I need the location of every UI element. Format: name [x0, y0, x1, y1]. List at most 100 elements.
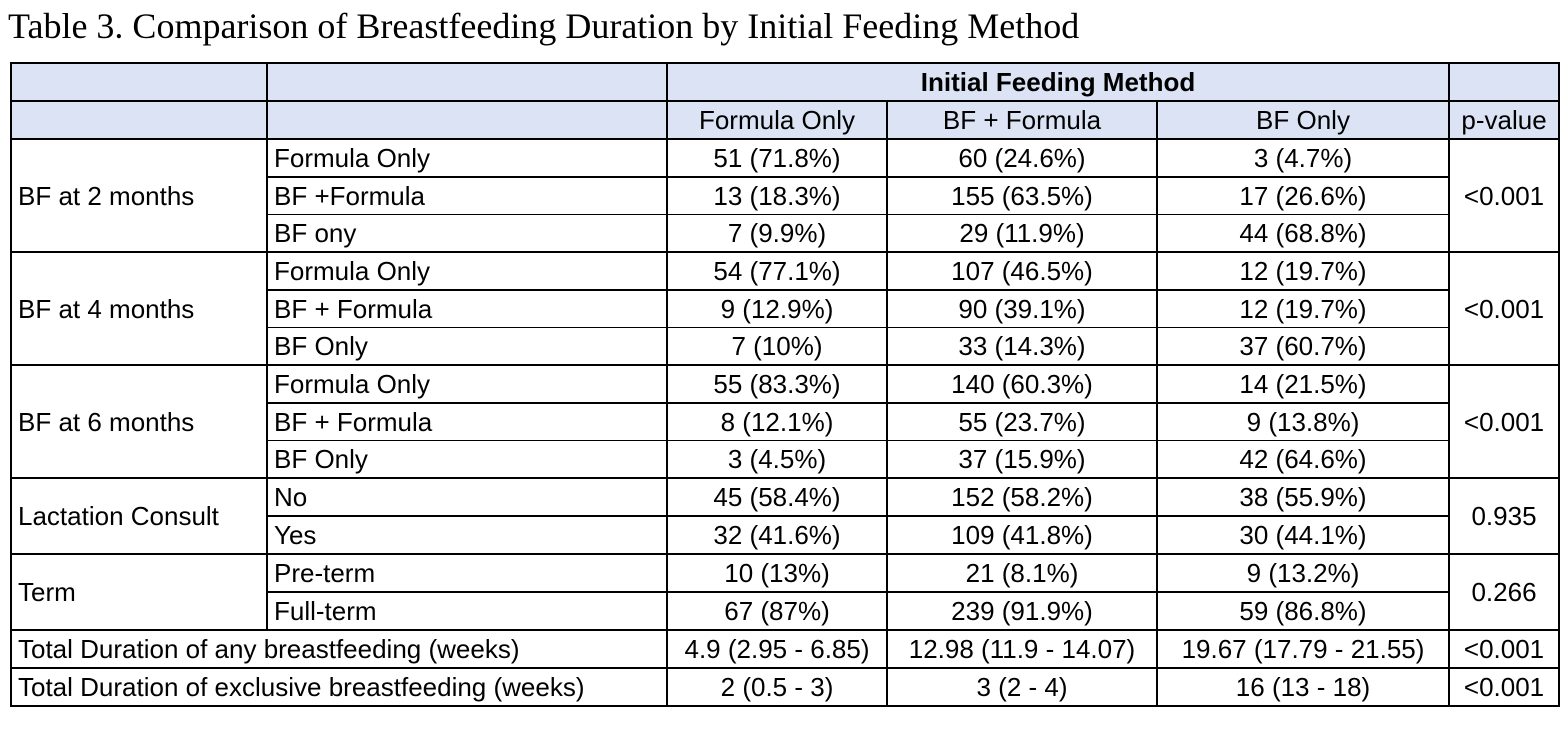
comparison-table: Initial Feeding Method Formula Only BF +… — [10, 62, 1561, 707]
table-container: Initial Feeding Method Formula Only BF +… — [10, 62, 1561, 707]
p-value-cell: <0.001 — [1448, 364, 1561, 479]
column-header-formula-only: Formula Only — [666, 100, 888, 140]
data-cell: 17 (26.6%) — [1155, 176, 1451, 215]
table-row: BF + Formula 8 (12.1%) 55 (23.7%) 9 (13.8%) — [11, 402, 1559, 441]
data-cell: 21 (8.1%) — [886, 553, 1158, 593]
data-cell: 12.98 (11.9 - 14.07) — [886, 629, 1158, 669]
column-header-bf-formula: BF + Formula — [886, 100, 1158, 140]
data-cell: 44 (68.8%) — [1155, 214, 1451, 253]
data-cell: 59 (86.8%) — [1155, 591, 1451, 631]
p-value-cell: <0.001 — [1448, 667, 1561, 707]
data-cell: 10 (13%) — [666, 553, 888, 593]
data-cell: 109 (41.8%) — [886, 515, 1158, 555]
row-subcategory: BF Only — [266, 440, 668, 479]
header-blank-cell — [266, 100, 668, 140]
row-subcategory: Pre-term — [266, 553, 668, 593]
data-cell: 14 (21.5%) — [1155, 364, 1451, 404]
table-row: BF Only 7 (10%) 33 (14.3%) 37 (60.7%) — [11, 327, 1559, 366]
data-cell: 38 (55.9%) — [1155, 477, 1451, 517]
data-cell: 12 (19.7%) — [1155, 289, 1451, 328]
table-caption: Table 3. Comparison of Breastfeeding Dur… — [8, 6, 1080, 46]
row-group-label: Lactation Consult — [10, 477, 268, 555]
data-cell: 42 (64.6%) — [1155, 440, 1451, 479]
row-subcategory: BF + Formula — [266, 289, 668, 328]
header-blank-cell — [10, 62, 268, 102]
p-value-cell: <0.001 — [1448, 629, 1561, 669]
table-row: Yes 32 (41.6%) 109 (41.8%) 30 (44.1%) — [11, 515, 1559, 555]
row-subcategory: BF +Formula — [266, 176, 668, 215]
column-header-p-value: p-value — [1448, 100, 1561, 140]
data-cell: 3 (4.5%) — [666, 440, 888, 479]
data-cell: 3 (2 - 4) — [886, 667, 1158, 707]
data-cell: 51 (71.8%) — [666, 138, 888, 178]
data-cell: 239 (91.9%) — [886, 591, 1158, 631]
row-subcategory: BF + Formula — [266, 402, 668, 441]
data-cell: 29 (11.9%) — [886, 214, 1158, 253]
data-cell: 152 (58.2%) — [886, 477, 1158, 517]
data-cell: 12 (19.7%) — [1155, 251, 1451, 291]
group-header: Initial Feeding Method — [665, 62, 1451, 102]
row-subcategory: No — [266, 477, 668, 517]
row-subcategory: BF Only — [266, 327, 668, 366]
row-subcategory: Full-term — [266, 591, 668, 631]
data-cell: 140 (60.3%) — [886, 364, 1158, 404]
row-subcategory: BF ony — [266, 214, 668, 253]
data-cell: 33 (14.3%) — [886, 327, 1158, 366]
table-row: BF Only 3 (4.5%) 37 (15.9%) 42 (64.6%) — [11, 440, 1559, 479]
data-cell: 155 (63.5%) — [886, 176, 1158, 215]
data-cell: 32 (41.6%) — [666, 515, 888, 555]
total-row: Total Duration of any breastfeeding (wee… — [10, 629, 1561, 669]
data-cell: 7 (9.9%) — [666, 214, 888, 253]
table-row: BF at 6 months Formula Only 55 (83.3%) 140 … — [10, 364, 1561, 479]
data-cell: 9 (13.8%) — [1155, 402, 1451, 441]
header-blank-cell — [1448, 62, 1561, 102]
p-value-cell: 0.266 — [1448, 553, 1561, 631]
row-subcategory: Formula Only — [266, 138, 668, 178]
row-subcategory: Formula Only — [266, 251, 668, 291]
total-label: Total Duration of exclusive breastfeedin… — [10, 667, 668, 707]
data-cell: 37 (15.9%) — [886, 440, 1158, 479]
data-cell: 3 (4.7%) — [1155, 138, 1451, 178]
data-cell: 4.9 (2.95 - 6.85) — [666, 629, 888, 669]
data-cell: 13 (18.3%) — [666, 176, 888, 215]
header-row-1: Initial Feeding Method — [10, 62, 1561, 102]
table-body: Initial Feeding Method Formula Only BF +… — [10, 62, 1561, 707]
row-group-label: BF at 4 months — [10, 251, 268, 366]
table-row: Lactation Consult No 45 (58.4%) 152 (58.2%)… — [10, 477, 1561, 555]
header-row-2: Formula Only BF + Formula BF Only p-valu… — [10, 100, 1561, 140]
data-cell: 90 (39.1%) — [886, 289, 1158, 328]
data-cell: 7 (10%) — [666, 327, 888, 366]
data-cell: 55 (23.7%) — [886, 402, 1158, 441]
data-cell: 30 (44.1%) — [1155, 515, 1451, 555]
header-blank-cell — [10, 100, 268, 140]
table-row: BF + Formula 9 (12.9%) 90 (39.1%) 12 (19.7%… — [11, 289, 1559, 328]
data-cell: 8 (12.1%) — [666, 402, 888, 441]
data-cell: 60 (24.6%) — [886, 138, 1158, 178]
data-cell: 9 (13.2%) — [1155, 553, 1451, 593]
data-cell: 37 (60.7%) — [1155, 327, 1451, 366]
column-header-bf-only: BF Only — [1155, 100, 1451, 140]
data-cell: 67 (87%) — [666, 591, 888, 631]
p-value-cell: <0.001 — [1448, 251, 1561, 366]
p-value-cell: <0.001 — [1448, 138, 1561, 253]
total-row: Total Duration of exclusive breastfeedin… — [10, 667, 1561, 707]
data-cell: 55 (83.3%) — [666, 364, 888, 404]
data-cell: 54 (77.1%) — [666, 251, 888, 291]
table-row: BF at 4 months Formula Only 54 (77.1%) 107 … — [10, 251, 1561, 366]
table-row: Term Pre-term 10 (13%) 21 (8.1%) 9 (13.2%) 0.… — [10, 553, 1561, 631]
data-cell: 16 (13 - 18) — [1155, 667, 1451, 707]
row-group-label: Term — [10, 553, 268, 631]
data-cell: 107 (46.5%) — [886, 251, 1158, 291]
p-value-cell: 0.935 — [1448, 477, 1561, 555]
total-label: Total Duration of any breastfeeding (wee… — [10, 629, 668, 669]
row-subcategory: Formula Only — [266, 364, 668, 404]
data-cell: 9 (12.9%) — [666, 289, 888, 328]
data-cell: 45 (58.4%) — [666, 477, 888, 517]
table-row: BF at 2 months Formula Only 51 (71.8%) 60 (… — [10, 138, 1561, 253]
row-subcategory: Yes — [266, 515, 668, 555]
data-cell: 19.67 (17.79 - 21.55) — [1155, 629, 1451, 669]
row-group-label: BF at 2 months — [10, 138, 268, 253]
data-cell: 2 (0.5 - 3) — [666, 667, 888, 707]
header-blank-cell — [266, 62, 668, 102]
row-group-label: BF at 6 months — [10, 364, 268, 479]
